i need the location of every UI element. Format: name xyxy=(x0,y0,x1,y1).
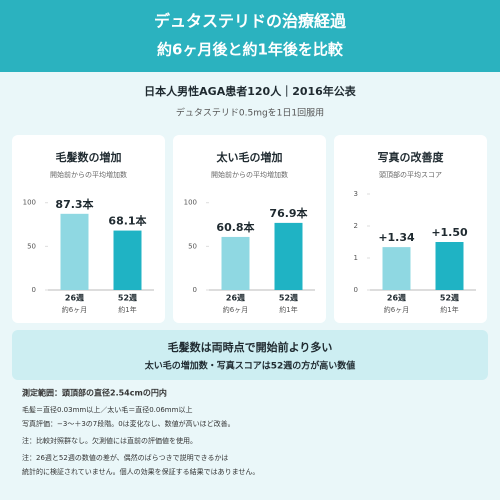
bar xyxy=(274,222,303,290)
x-tick-sublabel: 約1年 xyxy=(279,305,297,314)
note: 注：26週と52週の数値の差が、偶然のばらつきで説明できるかは xyxy=(22,453,228,462)
note-heading: 測定範囲：頭頂部の直径2.54cmの円内 xyxy=(22,388,167,398)
y-tick-label: 100 xyxy=(184,199,197,207)
x-tick-label: 26週 xyxy=(387,294,406,303)
value-label: 87.3本 xyxy=(55,197,93,211)
chart-title: 毛髪数の増加 xyxy=(56,150,122,164)
summary-detail: 太い毛の増加数・写真スコアは52週の方が高い数値 xyxy=(144,360,356,372)
x-tick-sublabel: 約6ヶ月 xyxy=(384,305,409,314)
x-tick-label: 26週 xyxy=(226,294,245,303)
value-label: +1.50 xyxy=(431,226,468,239)
x-tick-sublabel: 約6ヶ月 xyxy=(62,305,87,314)
chart-subtitle: 開始前からの平均増加数 xyxy=(211,170,288,179)
summary-box xyxy=(12,330,488,380)
y-tick-label: 100 xyxy=(23,199,36,207)
note: 毛髪＝直径0.03mm以上／太い毛＝直径0.06mm以上 xyxy=(22,405,192,414)
value-label: 76.9本 xyxy=(269,206,307,220)
y-tick-label: 3 xyxy=(354,190,358,198)
x-tick-sublabel: 約1年 xyxy=(118,305,136,314)
chart-title: 太い毛の増加 xyxy=(216,150,283,164)
y-tick-label: 0 xyxy=(354,286,358,294)
x-tick-sublabel: 約6ヶ月 xyxy=(223,305,248,314)
header-band xyxy=(0,0,500,72)
y-tick-label: 50 xyxy=(27,242,36,250)
bar xyxy=(435,242,464,290)
x-tick-label: 26週 xyxy=(65,294,84,303)
x-tick-label: 52週 xyxy=(279,294,298,303)
y-tick-label: 1 xyxy=(354,254,358,262)
value-label: 60.8本 xyxy=(216,220,254,234)
x-tick-label: 52週 xyxy=(118,294,137,303)
study-population: 日本人男性AGA患者120人｜2016年公表 xyxy=(144,84,357,98)
x-tick-label: 52週 xyxy=(440,294,459,303)
y-tick-label: 0 xyxy=(32,286,36,294)
y-tick-label: 2 xyxy=(354,222,358,230)
header-title: デュタステリドの治療経過 xyxy=(154,12,347,31)
y-tick-label: 0 xyxy=(193,286,197,294)
chart-subtitle: 頭頂部の平均スコア xyxy=(379,170,442,179)
header-subtitle: 約6ヶ月後と約1年後を比較 xyxy=(157,41,344,59)
x-tick-sublabel: 約1年 xyxy=(440,305,458,314)
chart-title: 写真の改善度 xyxy=(378,150,445,164)
note: 統計的に検証されていません。個人の効果を保証する結果ではありません。 xyxy=(22,467,259,476)
note: 写真評価：−3〜＋3の7段階。0は変化なし、数値が高いほど改善。 xyxy=(22,419,235,428)
y-tick-label: 50 xyxy=(188,242,197,250)
value-label: 68.1本 xyxy=(108,214,146,228)
bar xyxy=(113,230,142,290)
bar xyxy=(382,247,411,290)
bar xyxy=(221,236,250,290)
note: 注：比較対照群なし。欠測値には直前の評価値を使用。 xyxy=(22,436,197,445)
study-dosage: デュタステリド0.5mgを1日1回服用 xyxy=(176,107,324,119)
chart-subtitle: 開始前からの平均増加数 xyxy=(50,170,127,179)
summary-headline: 毛髪数は両時点で開始前より多い xyxy=(168,340,333,354)
value-label: +1.34 xyxy=(378,231,415,244)
bar xyxy=(60,213,89,290)
